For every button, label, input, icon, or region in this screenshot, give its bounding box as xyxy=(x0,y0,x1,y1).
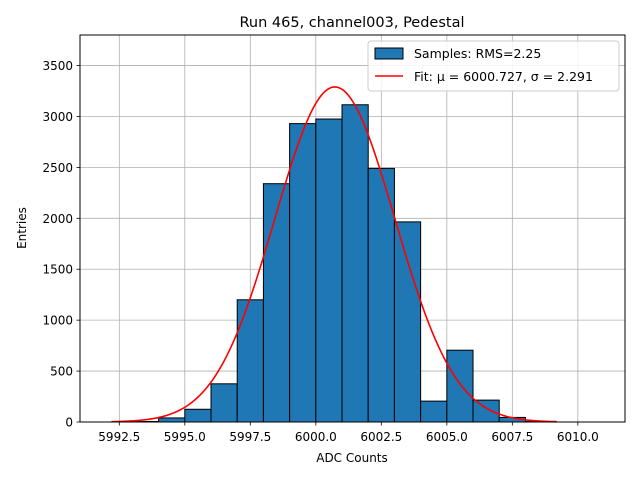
y-tick-label: 0 xyxy=(65,416,73,430)
y-tick-label: 2500 xyxy=(42,161,73,175)
histogram-bar xyxy=(158,417,186,423)
histogram-bar xyxy=(472,399,500,423)
y-tick-label: 1500 xyxy=(42,263,73,277)
histogram-bar xyxy=(315,118,343,423)
histogram-bar xyxy=(420,400,448,423)
plot-frame xyxy=(79,34,626,423)
chart-title: Run 465, channel003, Pedestal xyxy=(239,15,464,31)
legend: Samples: RMS=2.25 Fit: μ = 6000.727, σ =… xyxy=(367,40,620,92)
y-tick-label: 500 xyxy=(50,365,73,379)
y-tick-label: 3500 xyxy=(42,59,73,73)
histogram-bar xyxy=(446,349,474,423)
x-tick-label: 5992.5 xyxy=(98,430,140,444)
histogram-bar xyxy=(236,299,264,423)
x-tick-label: 6002.5 xyxy=(360,430,402,444)
legend-swatch-samples xyxy=(374,47,404,60)
fit-curve xyxy=(111,86,557,423)
y-axis-ticks: 0 500 1000 1500 2000 2500 3000 3500 xyxy=(42,59,80,430)
y-tick-label: 1000 xyxy=(42,314,73,328)
x-tick-label: 6007.5 xyxy=(491,430,533,444)
histogram-bar xyxy=(341,104,369,423)
histogram-bar xyxy=(367,167,395,423)
x-tick-label: 6000.0 xyxy=(295,430,337,444)
histogram-bar xyxy=(210,383,238,423)
x-tick-label: 5995.0 xyxy=(164,430,206,444)
y-axis-title: Entries xyxy=(15,207,29,249)
x-tick-label: 6005.0 xyxy=(426,430,468,444)
legend-box xyxy=(367,40,620,92)
histogram-bar xyxy=(289,123,317,423)
legend-label-samples: Samples: RMS=2.25 xyxy=(414,46,541,61)
x-tick-label: 5997.5 xyxy=(229,430,271,444)
histogram-bar xyxy=(393,221,422,423)
histogram-bars xyxy=(131,104,553,423)
x-axis-ticks: 5992.5 5995.0 5997.5 6000.0 6002.5 6005.0 6007… xyxy=(98,422,599,444)
legend-label-fit: Fit: μ = 6000.727, σ = 2.291 xyxy=(414,69,593,84)
x-axis-title: ADC Counts xyxy=(316,451,388,465)
histogram-bar xyxy=(262,183,291,423)
histogram-bar xyxy=(184,408,212,423)
y-tick-label: 2000 xyxy=(42,212,73,226)
fit-curve-layer xyxy=(111,86,557,423)
x-tick-label: 6010.0 xyxy=(557,430,599,444)
y-tick-label: 3000 xyxy=(42,110,73,124)
